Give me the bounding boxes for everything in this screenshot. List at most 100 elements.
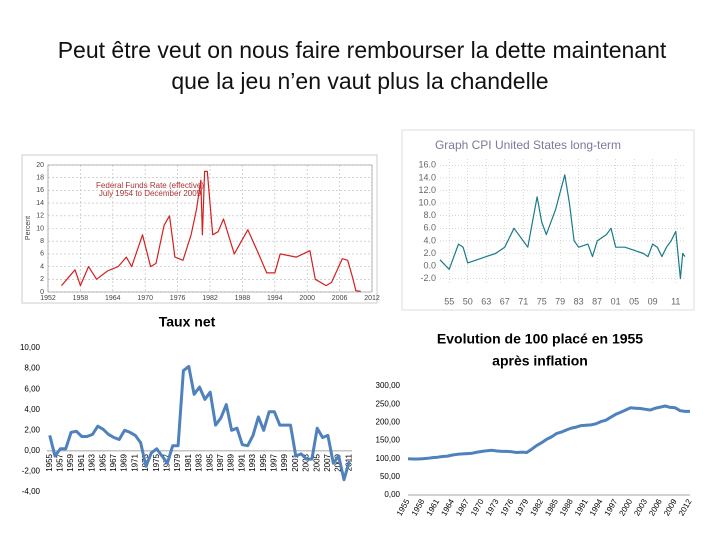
y-tick-label: 10.0 (418, 197, 436, 207)
x-tick-label: 1976 (170, 295, 186, 302)
x-tick-label: 1993 (248, 453, 257, 471)
chart-title: Graph CPI United States long-term (435, 138, 621, 152)
x-tick-label: 1970 (137, 295, 153, 302)
data-line (407, 404, 690, 461)
x-tick-label: 1982 (202, 295, 218, 302)
x-tick-label: 1952 (40, 295, 56, 302)
y-tick-label: 250,00 (376, 399, 401, 408)
x-tick-label: 1985 (205, 453, 214, 471)
x-tick-label: 1971 (130, 453, 139, 471)
y-tick-label: 2,00 (24, 425, 40, 434)
data-line (439, 174, 686, 280)
x-tick-label: 1997 (270, 453, 279, 471)
y-tick-label: 2 (40, 276, 44, 283)
y-tick-label: 6,00 (24, 384, 40, 393)
chart-subtitle: après inflation (492, 353, 588, 369)
x-tick-label: 2012 (364, 295, 380, 302)
x-tick-label: 01 (611, 296, 621, 306)
slide-title: Peut être veut on nous faire rembourser … (58, 37, 667, 63)
y-tick-label: 150,00 (376, 436, 401, 445)
x-tick-label: 2000 (299, 295, 315, 302)
x-tick-label: 1987 (216, 453, 225, 471)
x-tick-label: 1957 (55, 453, 64, 471)
x-tick-label: 1995 (259, 453, 268, 471)
image-frame (401, 129, 695, 311)
y-tick-label: 8,00 (24, 364, 40, 373)
y-tick-label: 0,00 (384, 490, 400, 499)
x-tick-label: 1979 (173, 453, 182, 471)
x-tick-label: 2007 (323, 453, 332, 471)
y-tick-label: 100,00 (376, 454, 401, 463)
y-tick-label: 4,00 (24, 405, 40, 414)
x-tick-label: 55 (444, 296, 454, 306)
data-line (48, 365, 351, 482)
x-tick-label: 2009 (334, 453, 343, 471)
x-tick-label: 87 (592, 296, 602, 306)
x-tick-label: 2003 (302, 453, 311, 471)
x-tick-label: 1959 (66, 453, 75, 471)
x-tick-label: 75 (537, 296, 547, 306)
x-tick-label: 50 (463, 296, 473, 306)
x-tick-label: 1955 (45, 453, 54, 471)
y-tick-label: 16.0 (418, 160, 436, 170)
y-axis-label: Percent (25, 216, 32, 240)
y-tick-label: -2.0 (420, 273, 436, 283)
y-tick-label: 8.0 (423, 210, 436, 220)
plot-frame (47, 164, 373, 293)
x-tick-label: 1969 (120, 453, 129, 471)
y-tick-label: 200,00 (376, 417, 401, 426)
y-tick-label: 10,00 (20, 343, 41, 352)
y-tick-label: 18 (36, 175, 44, 182)
y-tick-label: 0.0 (423, 260, 436, 270)
x-tick-label: 1981 (184, 453, 193, 471)
y-tick-label: 6.0 (423, 223, 436, 233)
x-tick-label: 67 (500, 296, 510, 306)
y-tick-label: 0,00 (24, 446, 40, 455)
y-tick-label: 50,00 (380, 472, 401, 481)
x-tick-label: 2001 (291, 453, 300, 471)
chart-subtitle: July 1954 to December 2009 (99, 189, 202, 198)
y-tick-label: 20 (36, 162, 44, 169)
x-tick-label: 1991 (237, 453, 246, 471)
x-tick-label: 1983 (195, 453, 204, 471)
y-tick-label: 10 (36, 225, 44, 232)
chart-title: Federal Funds Rate (effective) (96, 181, 204, 190)
x-tick-label: 83 (574, 296, 584, 306)
slide-title: que la jeu n’en vaut plus la chandelle (171, 68, 548, 94)
x-tick-label: 2006 (332, 295, 348, 302)
x-tick-label: 1967 (109, 453, 118, 471)
y-tick-label: 4 (40, 263, 44, 270)
x-tick-label: 1994 (267, 295, 283, 302)
x-tick-label: 1988 (235, 295, 251, 302)
x-tick-label: 71 (518, 296, 528, 306)
y-tick-label: 0 (40, 289, 44, 296)
y-tick-label: 2.0 (423, 248, 436, 258)
x-tick-label: 1958 (73, 295, 89, 302)
y-tick-label: 12 (36, 213, 44, 220)
y-tick-label: 12.0 (418, 185, 436, 195)
x-tick-label: 2005 (312, 453, 321, 471)
y-tick-label: 4.0 (423, 235, 436, 245)
chart-title: Evolution de 100 placé en 1955 (437, 331, 643, 347)
y-tick-label: 300,00 (376, 381, 401, 390)
x-tick-label: 1965 (98, 453, 107, 471)
y-tick-label: -4,00 (22, 487, 41, 496)
data-line (61, 170, 361, 292)
x-tick-label: 63 (481, 296, 491, 306)
chart-title: Taux net (159, 314, 216, 330)
x-tick-label: 1999 (280, 453, 289, 471)
y-tick-label: 8 (40, 238, 44, 245)
x-tick-label: 1975 (152, 453, 161, 471)
x-tick-label: 1964 (105, 295, 121, 302)
x-tick-label: 1963 (88, 453, 97, 471)
y-tick-label: 14.0 (418, 172, 436, 182)
y-tick-label: 16 (36, 187, 44, 194)
x-tick-label: 79 (555, 296, 565, 306)
x-tick-label: 05 (629, 296, 639, 306)
y-tick-label: 14 (36, 200, 44, 207)
x-tick-label: 1989 (227, 453, 236, 471)
x-tick-label: 09 (648, 296, 658, 306)
image-frame (21, 154, 378, 304)
